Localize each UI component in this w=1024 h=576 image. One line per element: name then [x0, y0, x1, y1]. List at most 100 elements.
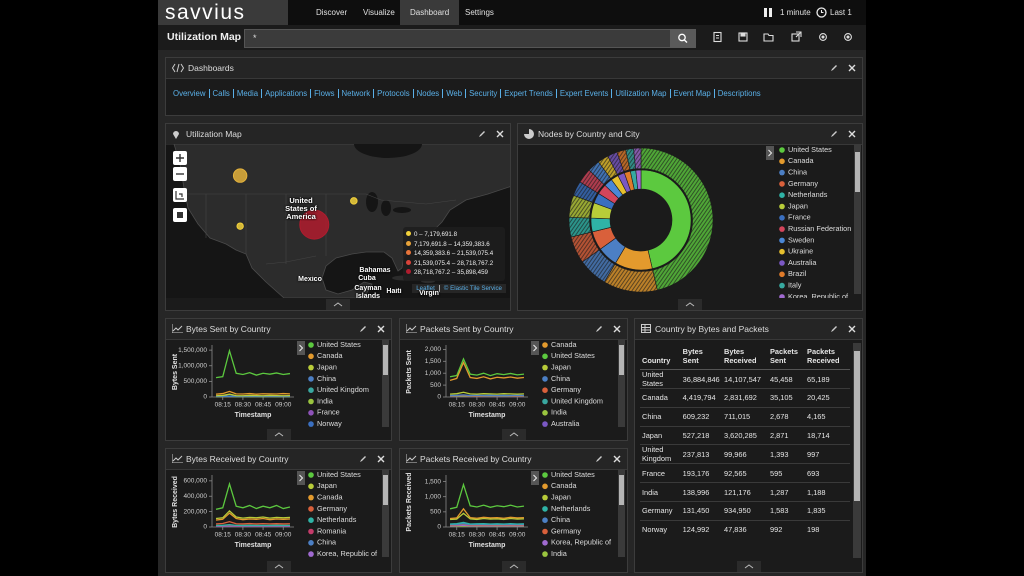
legend-label[interactable]: Netherlands	[317, 515, 357, 524]
legend-label[interactable]: Ukraine	[788, 247, 813, 256]
column-header[interactable]: Packets Sent	[767, 345, 806, 370]
attribution-link[interactable]: Leaflet	[416, 285, 435, 292]
legend-label[interactable]: Japan	[788, 201, 808, 210]
legend-label[interactable]: United Kingdom	[551, 396, 603, 405]
legend-label[interactable]: Germany	[551, 526, 581, 535]
column-header[interactable]: Bytes Received	[722, 345, 768, 370]
legend-label[interactable]: Brazil	[788, 269, 807, 278]
dashboard-link[interactable]: Security	[465, 89, 501, 98]
legend-toggle[interactable]	[297, 341, 305, 355]
legend-label[interactable]: China	[317, 538, 337, 547]
dashboard-link[interactable]: Expert Events	[555, 89, 612, 98]
search-button[interactable]	[670, 29, 696, 48]
column-header[interactable]: Country	[640, 345, 681, 370]
legend-label[interactable]: India	[551, 408, 568, 417]
column-header[interactable]: Packets Received	[805, 345, 850, 370]
legend-label[interactable]: United States	[551, 470, 595, 479]
toolbar-icons[interactable]	[711, 31, 861, 44]
nav-item[interactable]: Settings	[465, 8, 494, 17]
legend-toggle[interactable]	[766, 146, 774, 160]
legend-label[interactable]: China	[788, 168, 808, 177]
legend-label[interactable]: India	[551, 549, 568, 558]
dashboard-link[interactable]: Applications	[261, 89, 311, 98]
dashboard-link[interactable]: Web	[442, 89, 466, 98]
legend-label[interactable]: France	[788, 213, 811, 222]
legend-label[interactable]: United States	[551, 351, 595, 360]
legend-label[interactable]: Japan	[551, 363, 571, 372]
legend-label[interactable]: Korea, Republic of	[551, 538, 612, 547]
legend-label[interactable]: Italy	[788, 281, 802, 290]
legend-label[interactable]: Canada	[551, 340, 578, 349]
legend-label[interactable]: Russian Federation	[788, 224, 851, 233]
column-header[interactable]: Bytes Sent	[680, 345, 722, 370]
legend-toggle[interactable]	[531, 341, 539, 355]
dashboard-link[interactable]: Nodes	[412, 89, 443, 98]
dashboard-link[interactable]: Calls	[208, 89, 233, 98]
collapse-toggle[interactable]	[501, 561, 526, 572]
time-range[interactable]: Last 1 hour	[830, 8, 852, 42]
panel-tools[interactable]	[595, 455, 621, 463]
collapse-toggle[interactable]	[501, 429, 526, 440]
legend-label[interactable]: Korea, Republic of	[788, 292, 849, 298]
map[interactable]: 0 – 7,179,691.8 7,179,691.8 – 14,359,383.…	[166, 144, 510, 298]
dashboard-link[interactable]: Descriptions	[713, 89, 764, 98]
collapse-toggle[interactable]	[326, 299, 350, 310]
legend-label[interactable]: United States	[317, 470, 361, 479]
dashboard-link[interactable]: Flows	[310, 89, 338, 98]
refresh-interval[interactable]: 1 minute	[780, 8, 811, 17]
legend-label[interactable]: China	[317, 374, 337, 383]
panel-tools[interactable]	[830, 325, 856, 333]
collapse-toggle[interactable]	[266, 561, 291, 572]
nav-item[interactable]: Dashboard	[400, 0, 460, 25]
legend-label[interactable]: China	[551, 374, 571, 383]
legend-label[interactable]: Norway	[317, 419, 342, 428]
legend-label[interactable]: India	[317, 396, 334, 405]
nav-item[interactable]: Visualize	[363, 8, 395, 17]
panel-tools[interactable]	[830, 64, 856, 72]
panel-tools[interactable]	[359, 325, 385, 333]
legend-toggle[interactable]	[297, 471, 305, 485]
pause-icon[interactable]	[764, 8, 772, 17]
panel-tools[interactable]	[478, 130, 504, 138]
legend-label[interactable]: United Kingdom	[317, 385, 369, 394]
legend-label[interactable]: Canada	[551, 481, 578, 490]
legend-label[interactable]: Netherlands	[551, 504, 591, 513]
dashboard-link[interactable]: Overview	[173, 89, 206, 98]
legend-label[interactable]: Netherlands	[788, 190, 828, 199]
legend-label[interactable]: Canada	[317, 493, 344, 502]
clock-icon[interactable]	[816, 7, 827, 18]
scrollbar[interactable]	[853, 343, 861, 558]
dashboard-link[interactable]: Network	[337, 89, 374, 98]
legend-label[interactable]: China	[551, 515, 571, 524]
attribution-link[interactable]: © Elastic Tile Service	[438, 285, 502, 292]
logo[interactable]: savvius	[158, 0, 288, 25]
legend-label[interactable]: Australia	[551, 419, 580, 428]
legend-label[interactable]: United States	[317, 340, 361, 349]
legend-label[interactable]: United States	[788, 145, 832, 154]
legend-label[interactable]: Korea, Republic of	[317, 549, 378, 558]
legend-label[interactable]: Germany	[551, 385, 581, 394]
nav-item[interactable]: Discover	[316, 8, 348, 17]
panel-tools[interactable]	[595, 325, 621, 333]
dashboard-link[interactable]: Expert Trends	[500, 89, 556, 98]
legend-label[interactable]: France	[317, 408, 340, 417]
collapse-toggle[interactable]	[678, 299, 702, 310]
dashboard-link[interactable]: Utilization Map	[611, 89, 670, 98]
zoom-controls[interactable]	[173, 151, 187, 222]
legend-label[interactable]: Germany	[317, 504, 347, 513]
legend-label[interactable]: Sweden	[788, 235, 814, 244]
legend-toggle[interactable]	[531, 471, 539, 485]
dashboard-link[interactable]: Protocols	[373, 89, 413, 98]
search-input[interactable]: *	[244, 29, 672, 48]
legend-label[interactable]: Germany	[788, 179, 818, 188]
legend-label[interactable]: Japan	[317, 363, 337, 372]
dashboard-link[interactable]: Event Map	[669, 89, 714, 98]
collapse-toggle[interactable]	[266, 429, 291, 440]
panel-tools[interactable]	[359, 455, 385, 463]
legend-label[interactable]: Canada	[788, 156, 815, 165]
collapse-toggle[interactable]	[736, 561, 761, 572]
legend-label[interactable]: Australia	[788, 258, 817, 267]
dashboard-link[interactable]: Media	[232, 89, 262, 98]
legend-label[interactable]: Romania	[317, 526, 347, 535]
legend-label[interactable]: Canada	[317, 351, 344, 360]
